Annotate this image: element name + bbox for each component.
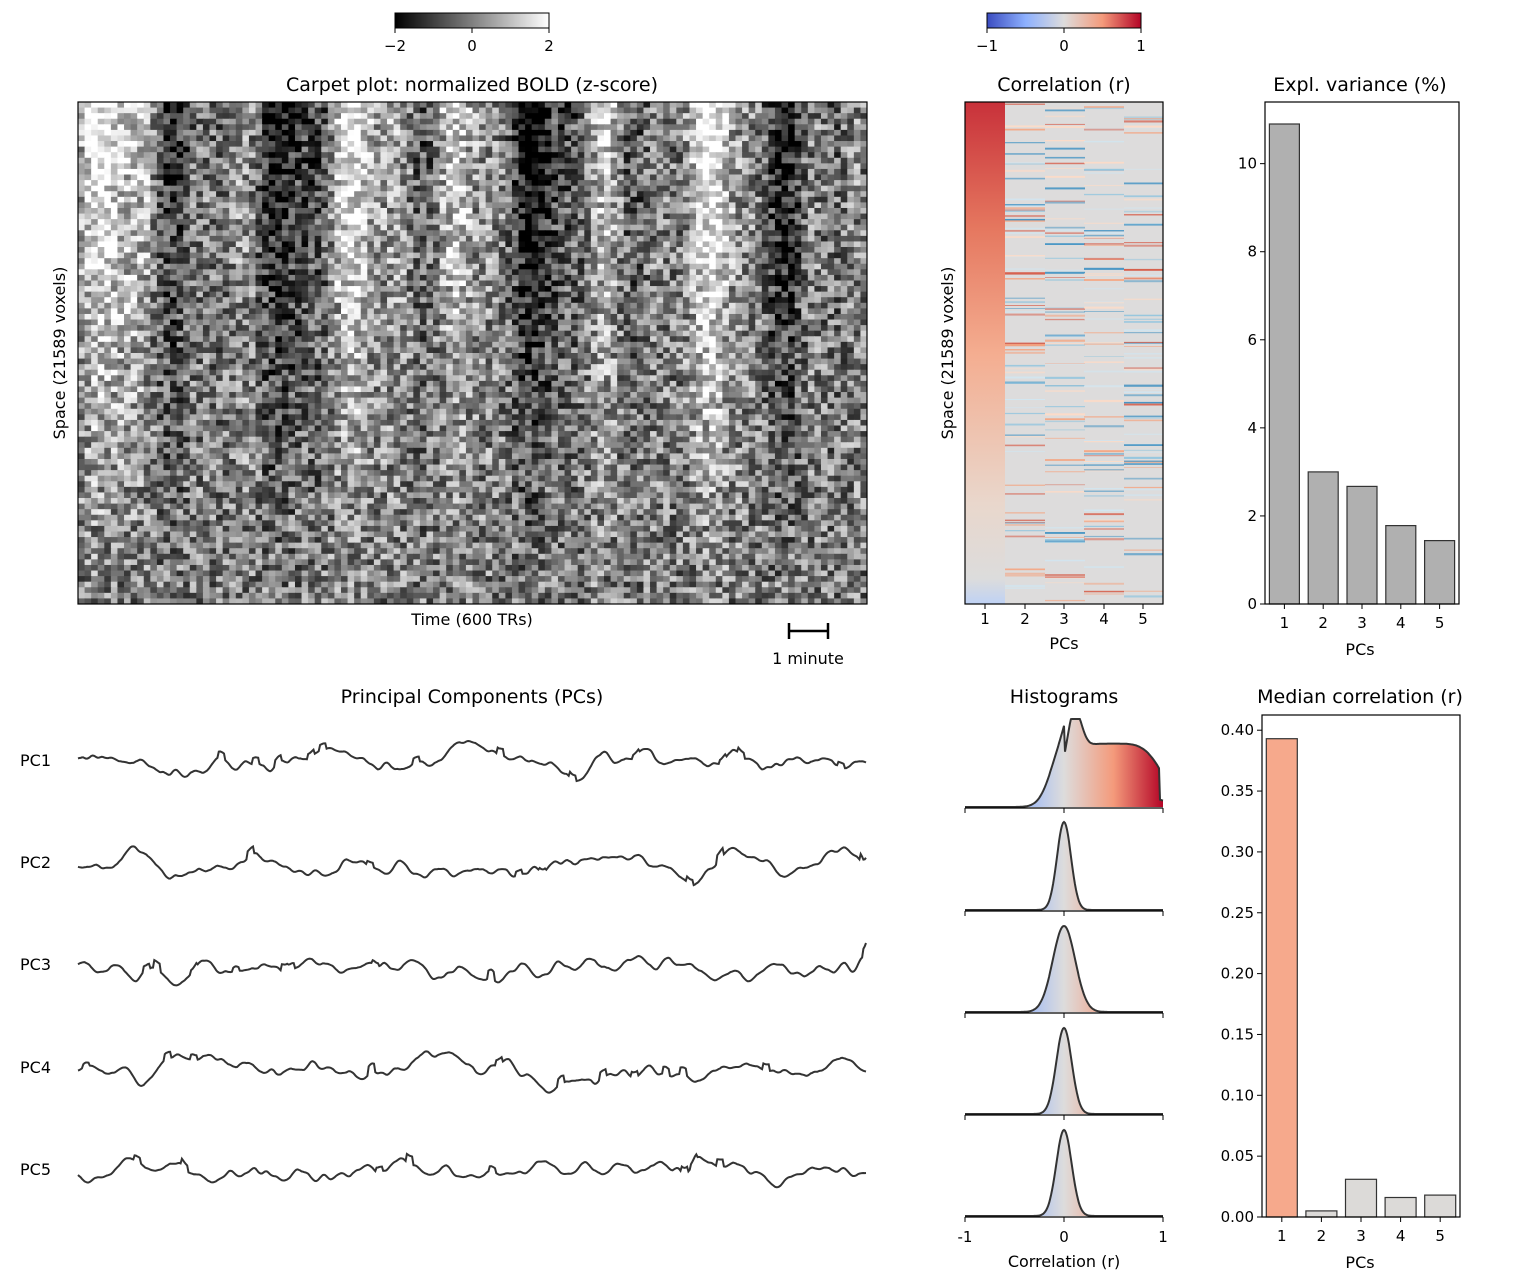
ev-xtick-1: 1 — [1280, 614, 1290, 632]
mc-title: Median correlation (r) — [1257, 686, 1463, 708]
heatmap-xticks: 1 2 3 4 5 — [980, 604, 1148, 628]
histograms: Histograms -1 0 1 Correlation (r) — [958, 686, 1168, 1271]
mc-xlabel: PCs — [1345, 1253, 1374, 1272]
histogram-xticks: -1 0 1 — [958, 1228, 1168, 1246]
histogram-pc3-curve — [965, 924, 1163, 1013]
scale-bar-label: 1 minute — [772, 649, 844, 668]
ev-ytick: 0 — [1247, 595, 1257, 613]
carpet-image — [78, 102, 867, 604]
corr-colorbar-tick-min: −1 — [976, 37, 998, 55]
histograms-xlabel: Correlation (r) — [1008, 1252, 1120, 1271]
correlation-heatmap: Correlation (r) 1 2 3 4 5 PCs Space (215… — [938, 74, 1164, 653]
heatmap-xlabel: PCs — [1049, 634, 1078, 653]
pc4-line — [77, 1050, 867, 1094]
pc3-line — [77, 942, 867, 987]
mc-ytick: 0.15 — [1221, 1025, 1254, 1043]
histogram-pc5-fill — [965, 1130, 1163, 1216]
mc-ytick: 0.05 — [1221, 1147, 1254, 1165]
histograms-title: Histograms — [1010, 686, 1118, 708]
pc5-line — [77, 1152, 867, 1189]
mc-bar-5 — [1424, 1194, 1457, 1218]
pc1-label: PC1 — [20, 751, 51, 770]
histogram-pc2-fill — [965, 822, 1163, 910]
heatmap-xtick-4: 4 — [1099, 610, 1109, 628]
histogram-pc2-curve — [965, 820, 1163, 911]
mc-bar-3 — [1344, 1178, 1378, 1218]
pc4-label: PC4 — [20, 1058, 51, 1077]
pc-timeseries: Principal Components (PCs) PC1 PC2 PC3 P… — [20, 686, 867, 1189]
heatmap-xtick-1: 1 — [980, 610, 990, 628]
histogram-pc5-curve — [965, 1128, 1163, 1217]
mc-ytick: 0.20 — [1221, 965, 1254, 983]
pc2-label: PC2 — [20, 853, 51, 872]
ev-xtick-2: 2 — [1318, 614, 1328, 632]
ev-bar-4 — [1385, 524, 1417, 605]
mc-ytick: 0.25 — [1221, 904, 1254, 922]
ev-bar-5 — [1423, 539, 1456, 605]
ev-ytick: 2 — [1247, 507, 1257, 525]
carpet-ylabel: Space (21589 voxels) — [50, 267, 69, 440]
ev-ytick: 10 — [1238, 155, 1257, 173]
mc-xtick-5: 5 — [1435, 1227, 1445, 1245]
ev-xtick-5: 5 — [1435, 614, 1445, 632]
histogram-pc1-fill — [965, 719, 1163, 807]
correlation-title: Correlation (r) — [997, 74, 1130, 96]
carpet-colorbar-tick-max: 2 — [544, 37, 554, 55]
mc-ytick: 0.10 — [1221, 1086, 1254, 1104]
mc-xtick-4: 4 — [1396, 1227, 1406, 1245]
heatmap-columns-pc2-5 — [1005, 103, 1163, 602]
ev-bar-2 — [1307, 471, 1339, 605]
pc5-label: PC5 — [20, 1160, 51, 1179]
histogram-pc3-fill — [965, 926, 1163, 1012]
heatmap-xtick-5: 5 — [1138, 610, 1148, 628]
carpet-title: Carpet plot: normalized BOLD (z-score) — [286, 74, 658, 96]
ev-bar-1 — [1268, 123, 1301, 605]
carpet-colorbar-tick-mid: 0 — [467, 37, 477, 55]
mc-ytick: 0.00 — [1221, 1208, 1254, 1226]
carpet-colorbar: −2 0 2 — [384, 12, 554, 55]
corr-colorbar-tick-mid: 0 — [1059, 37, 1069, 55]
heatmap-ylabel: Space (21589 voxels) — [938, 267, 957, 440]
ev-ytick: 8 — [1247, 243, 1257, 261]
mc-ytick: 0.30 — [1221, 843, 1254, 861]
hist-xtick-max: 1 — [1158, 1228, 1168, 1246]
ev-xlabel: PCs — [1345, 640, 1374, 659]
heatmap-xtick-2: 2 — [1020, 610, 1030, 628]
heatmap-xtick-3: 3 — [1059, 610, 1069, 628]
histogram-pc1-curve — [965, 718, 1164, 808]
corr-colorbar-tick-max: 1 — [1136, 37, 1146, 55]
heatmap-column-pc1 — [965, 102, 1005, 604]
hist-xtick-min: -1 — [958, 1228, 973, 1246]
mc-ytick: 0.40 — [1221, 721, 1254, 739]
histogram-pc4-curve — [965, 1026, 1163, 1115]
pcs-title: Principal Components (PCs) — [341, 686, 604, 708]
ev-title: Expl. variance (%) — [1273, 74, 1446, 96]
mc-xtick-2: 2 — [1317, 1227, 1327, 1245]
ev-xtick-4: 4 — [1396, 614, 1406, 632]
carpet-colorbar-tick-min: −2 — [384, 37, 406, 55]
explained-variance-chart: Expl. variance (%) 1 2 3 4 5 0 2 4 6 8 10 PCs — [1238, 74, 1460, 659]
mc-bar-4 — [1384, 1196, 1417, 1218]
pc2-line — [77, 844, 867, 887]
mc-xtick-1: 1 — [1277, 1227, 1287, 1245]
ev-ytick: 6 — [1247, 331, 1257, 349]
ev-bar-3 — [1346, 485, 1378, 605]
correlation-colorbar: −1 0 1 — [976, 12, 1146, 55]
pc1-line — [77, 739, 867, 783]
mc-bar-1 — [1265, 738, 1298, 1218]
pc3-label: PC3 — [20, 955, 51, 974]
mc-xtick-3: 3 — [1356, 1227, 1366, 1245]
carpet-xlabel: Time (600 TRs) — [410, 610, 533, 629]
ev-xtick-3: 3 — [1357, 614, 1367, 632]
histogram-pc4-fill — [965, 1028, 1163, 1114]
scale-bar: 1 minute — [772, 623, 844, 668]
carpet-plot: Carpet plot: normalized BOLD (z-score) T… — [50, 74, 868, 668]
median-correlation-chart: Median correlation (r) 1 2 3 4 5 0.00 0.05 0.10… — [1221, 686, 1463, 1272]
mc-bar-2 — [1305, 1210, 1338, 1218]
mc-ytick: 0.35 — [1221, 782, 1254, 800]
hist-xtick-mid: 0 — [1059, 1228, 1069, 1246]
ev-ytick: 4 — [1247, 419, 1257, 437]
